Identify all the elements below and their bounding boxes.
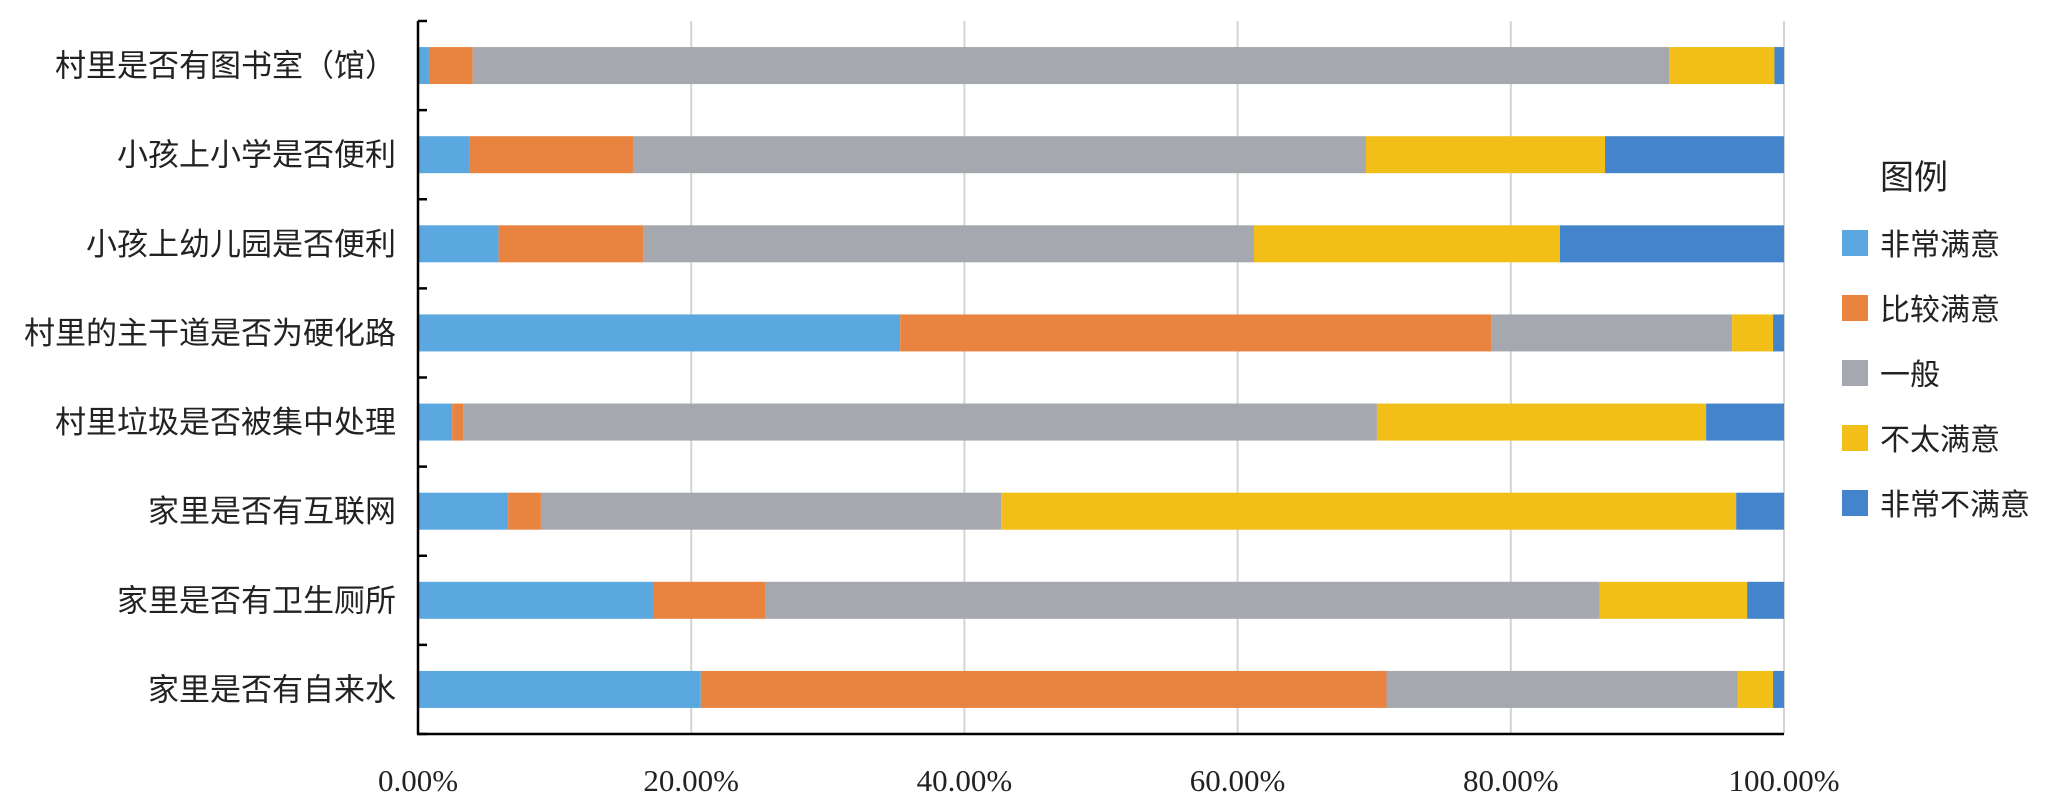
bar-segment bbox=[764, 581, 1600, 619]
axes bbox=[416, 19, 1784, 736]
bar-segment bbox=[1773, 670, 1784, 708]
bar-segment bbox=[418, 403, 453, 441]
x-tick-label: 80.00% bbox=[1463, 763, 1559, 798]
bar-segment bbox=[1706, 403, 1784, 441]
bar-segment bbox=[418, 581, 653, 619]
category-label: 家里是否有互联网 bbox=[148, 494, 396, 530]
bar-segment bbox=[1253, 225, 1560, 263]
legend-label: 不太满意 bbox=[1880, 423, 2000, 458]
legend-swatch bbox=[1842, 230, 1868, 256]
bar-segment bbox=[1736, 492, 1784, 530]
bar-segment bbox=[418, 225, 499, 263]
bar-segment bbox=[1737, 670, 1774, 708]
bar-segment bbox=[1001, 492, 1737, 530]
bar-segment bbox=[1376, 403, 1707, 441]
x-tick-label: 60.00% bbox=[1190, 763, 1286, 798]
bar-segment bbox=[700, 670, 1387, 708]
bar-segment bbox=[1559, 225, 1784, 263]
bar-segment bbox=[652, 581, 765, 619]
bar-segment bbox=[1774, 47, 1784, 85]
bar-segment bbox=[472, 47, 1670, 85]
bar-segment bbox=[1599, 581, 1748, 619]
bar-segment bbox=[643, 225, 1254, 263]
category-label: 小孩上小学是否便利 bbox=[117, 138, 396, 174]
bar-segment bbox=[418, 670, 701, 708]
bar-segment bbox=[498, 225, 644, 263]
bar-segment bbox=[1773, 314, 1784, 352]
bar-segment bbox=[428, 47, 473, 85]
category-label: 村里垃圾是否被集中处理 bbox=[55, 405, 396, 441]
bar-segment bbox=[418, 314, 901, 352]
x-tick-label: 20.00% bbox=[643, 763, 739, 798]
gridlines bbox=[690, 21, 1785, 734]
bar-segment bbox=[633, 136, 1367, 174]
bar-segment bbox=[418, 47, 429, 85]
bar-segment bbox=[1605, 136, 1784, 174]
bar-segment bbox=[469, 136, 634, 174]
legend-label: 非常满意 bbox=[1880, 228, 2000, 263]
bar-segment bbox=[508, 492, 541, 530]
bar-segment bbox=[900, 314, 1492, 352]
legend-swatch bbox=[1842, 295, 1868, 321]
bar-segment bbox=[1747, 581, 1784, 619]
category-label: 家里是否有自来水 bbox=[148, 672, 396, 708]
x-tick-label: 40.00% bbox=[917, 763, 1013, 798]
legend-label: 非常不满意 bbox=[1880, 488, 2030, 523]
legend-swatch bbox=[1842, 360, 1868, 386]
bar-segment bbox=[452, 403, 464, 441]
legend-label: 一般 bbox=[1880, 358, 1940, 393]
category-label: 村里是否有图书室（馆） bbox=[55, 49, 396, 85]
category-label: 家里是否有卫生厕所 bbox=[117, 583, 396, 619]
bar-segment bbox=[418, 492, 509, 530]
bar-segment bbox=[463, 403, 1377, 441]
legend-swatch bbox=[1842, 490, 1868, 516]
category-label: 小孩上幼儿园是否便利 bbox=[86, 227, 396, 263]
bar-segment bbox=[1386, 670, 1738, 708]
x-tick-label: 100.00% bbox=[1728, 763, 1839, 798]
bar-segment bbox=[418, 136, 470, 174]
legend-label: 比较满意 bbox=[1880, 293, 2000, 328]
bars bbox=[418, 47, 1784, 708]
category-label: 村里的主干道是否为硬化路 bbox=[24, 316, 396, 352]
x-tick-labels: 0.00% 20.00% 40.00% 60.00% 80.00% 100.00% bbox=[378, 763, 1840, 798]
bar-segment bbox=[1732, 314, 1774, 352]
bar-segment bbox=[1366, 136, 1606, 174]
legend-title: 图例 bbox=[1880, 158, 1948, 198]
x-tick-label: 0.00% bbox=[378, 763, 458, 798]
bar-segment bbox=[1669, 47, 1775, 85]
category-labels: 村里是否有图书室（馆） 小孩上小学是否便利小孩上幼儿园是否便利村里的主干道是否为硬… bbox=[24, 49, 396, 709]
legend-swatch bbox=[1842, 425, 1868, 451]
bar-segment bbox=[1491, 314, 1733, 352]
bar-segment bbox=[540, 492, 1002, 530]
